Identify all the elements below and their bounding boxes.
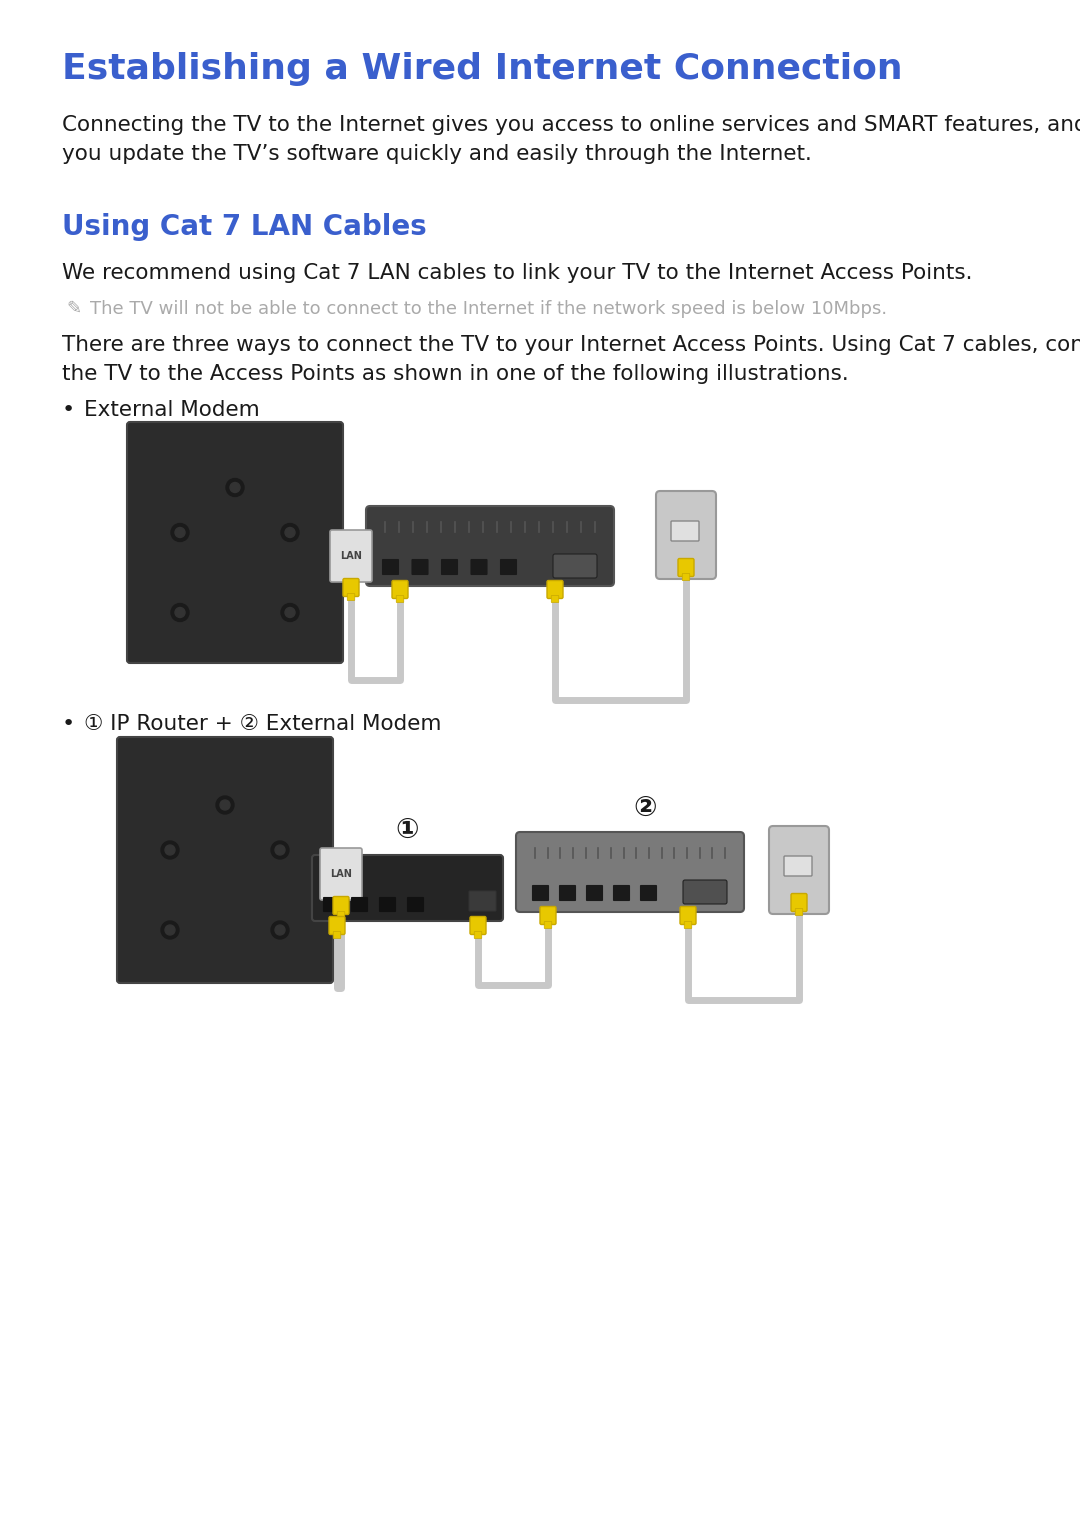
FancyBboxPatch shape (329, 916, 345, 935)
FancyBboxPatch shape (312, 855, 503, 921)
Text: We recommend using Cat 7 LAN cables to link your TV to the Internet Access Point: We recommend using Cat 7 LAN cables to l… (62, 263, 972, 282)
FancyBboxPatch shape (333, 896, 349, 915)
Text: •: • (62, 715, 76, 734)
Circle shape (271, 921, 289, 939)
FancyBboxPatch shape (540, 907, 556, 924)
Circle shape (226, 478, 244, 496)
Circle shape (165, 925, 175, 935)
Text: External Modem: External Modem (84, 400, 260, 420)
Text: There are three ways to connect the TV to your Internet Access Points. Using Cat: There are three ways to connect the TV t… (62, 334, 1080, 383)
FancyBboxPatch shape (656, 492, 716, 579)
Text: The TV will not be able to connect to the Internet if the network speed is below: The TV will not be able to connect to th… (90, 299, 887, 318)
FancyBboxPatch shape (469, 890, 496, 912)
Text: ✎: ✎ (66, 299, 81, 318)
FancyBboxPatch shape (795, 909, 802, 916)
Text: ②: ② (633, 794, 657, 822)
FancyBboxPatch shape (553, 554, 597, 579)
FancyBboxPatch shape (791, 893, 807, 912)
Text: Using Cat 7 LAN Cables: Using Cat 7 LAN Cables (62, 212, 427, 241)
Text: LAN: LAN (340, 551, 362, 560)
FancyBboxPatch shape (559, 886, 576, 901)
FancyBboxPatch shape (324, 898, 339, 912)
FancyBboxPatch shape (683, 880, 727, 904)
FancyBboxPatch shape (516, 832, 744, 912)
FancyBboxPatch shape (351, 898, 367, 912)
FancyBboxPatch shape (683, 574, 690, 580)
Circle shape (230, 483, 240, 493)
FancyBboxPatch shape (442, 559, 458, 574)
FancyBboxPatch shape (544, 921, 552, 928)
FancyBboxPatch shape (396, 596, 404, 603)
FancyBboxPatch shape (470, 916, 486, 935)
FancyBboxPatch shape (474, 931, 482, 939)
FancyBboxPatch shape (546, 580, 563, 599)
FancyBboxPatch shape (392, 580, 408, 599)
Circle shape (285, 527, 295, 538)
Text: ①: ① (395, 815, 419, 844)
Text: ① IP Router + ② External Modem: ① IP Router + ② External Modem (84, 715, 442, 734)
Circle shape (216, 796, 234, 814)
Circle shape (285, 608, 295, 617)
FancyBboxPatch shape (334, 931, 341, 939)
Circle shape (281, 524, 299, 542)
Circle shape (161, 841, 179, 860)
FancyBboxPatch shape (678, 559, 694, 577)
Circle shape (175, 608, 185, 617)
Circle shape (220, 800, 230, 809)
Circle shape (175, 527, 185, 538)
FancyBboxPatch shape (337, 912, 345, 919)
FancyBboxPatch shape (640, 886, 657, 901)
Circle shape (275, 844, 285, 855)
FancyBboxPatch shape (680, 907, 696, 924)
FancyBboxPatch shape (671, 521, 699, 541)
Circle shape (161, 921, 179, 939)
Circle shape (275, 925, 285, 935)
FancyBboxPatch shape (379, 898, 395, 912)
Circle shape (271, 841, 289, 860)
FancyBboxPatch shape (613, 886, 630, 901)
Text: •: • (62, 400, 76, 420)
Text: Establishing a Wired Internet Connection: Establishing a Wired Internet Connection (62, 52, 903, 86)
Circle shape (281, 603, 299, 621)
FancyBboxPatch shape (500, 559, 516, 574)
FancyBboxPatch shape (382, 559, 399, 574)
FancyBboxPatch shape (117, 738, 333, 983)
FancyBboxPatch shape (532, 886, 549, 901)
Text: LAN: LAN (330, 869, 352, 880)
FancyBboxPatch shape (685, 921, 692, 928)
Circle shape (165, 844, 175, 855)
FancyBboxPatch shape (769, 826, 829, 915)
FancyBboxPatch shape (343, 579, 359, 597)
FancyBboxPatch shape (471, 559, 487, 574)
Circle shape (171, 524, 189, 542)
FancyBboxPatch shape (330, 530, 372, 582)
Text: Connecting the TV to the Internet gives you access to online services and SMART : Connecting the TV to the Internet gives … (62, 115, 1080, 163)
FancyBboxPatch shape (407, 898, 423, 912)
FancyBboxPatch shape (586, 886, 603, 901)
FancyBboxPatch shape (320, 847, 362, 899)
FancyBboxPatch shape (784, 857, 812, 876)
FancyBboxPatch shape (366, 505, 615, 586)
FancyBboxPatch shape (127, 421, 343, 663)
FancyBboxPatch shape (551, 596, 558, 603)
FancyBboxPatch shape (348, 594, 354, 600)
FancyBboxPatch shape (411, 559, 428, 574)
Circle shape (171, 603, 189, 621)
